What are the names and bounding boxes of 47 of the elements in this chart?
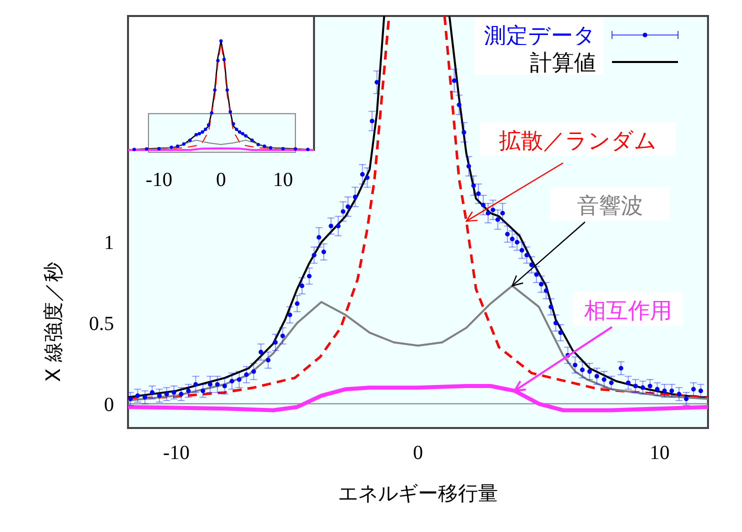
x-tick-label: 0 [413, 442, 423, 464]
point [219, 39, 223, 43]
y-tick-label: 1 [104, 232, 114, 254]
point [244, 134, 248, 138]
x-tick-label: 10 [273, 169, 293, 191]
point [306, 148, 310, 152]
point [198, 132, 201, 136]
point [256, 142, 260, 146]
point [157, 146, 161, 150]
point [228, 110, 232, 114]
y-tick-label: 0.5 [89, 312, 114, 335]
point [213, 88, 216, 92]
legend-label: 計算値 [530, 51, 596, 76]
point [238, 130, 242, 134]
y-tick-label: 0 [104, 394, 114, 416]
line-series [128, 384, 708, 412]
series-label: 拡散／ランダム [499, 129, 657, 154]
point [182, 142, 186, 146]
point [262, 144, 266, 148]
x-tick-label: -10 [162, 442, 190, 464]
point [241, 132, 244, 136]
x-tick-label: 0 [216, 169, 226, 191]
point [200, 130, 204, 134]
point [294, 147, 298, 151]
point [132, 148, 136, 152]
point [170, 146, 174, 149]
point [188, 138, 192, 142]
point [250, 138, 254, 142]
point [232, 122, 236, 126]
point [176, 144, 180, 148]
x-tick-label: 10 [650, 442, 670, 464]
point [281, 146, 285, 150]
x-tick-label: -10 [146, 169, 172, 191]
point [210, 111, 214, 115]
y-axis-title: X 線強度／秒 [41, 262, 65, 382]
point [268, 146, 272, 150]
point [144, 147, 148, 151]
point [194, 133, 198, 136]
point [204, 128, 208, 131]
point [216, 58, 220, 62]
point [234, 128, 238, 131]
line-series [128, 284, 708, 402]
point [222, 58, 226, 62]
point [226, 88, 229, 92]
legend-label: 測定データ [484, 24, 596, 49]
point [206, 123, 210, 127]
x-axis-title: エネルギー移行量 [338, 481, 498, 505]
